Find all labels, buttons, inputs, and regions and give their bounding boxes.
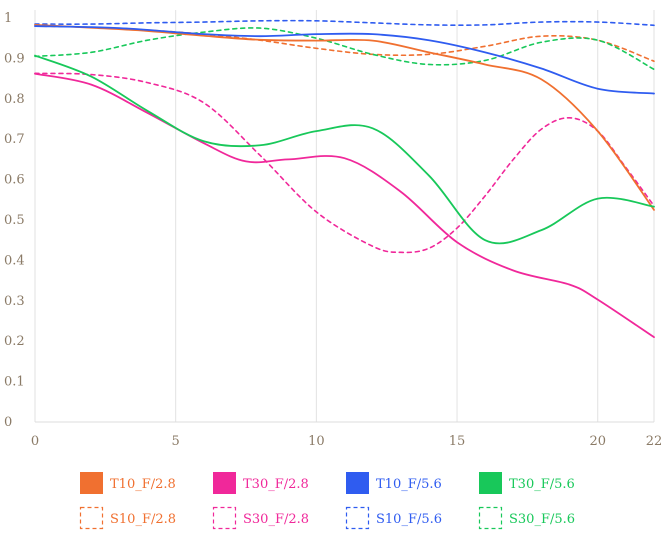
legend-label-t10-f-2-8: T10_F/2.8 — [110, 477, 176, 492]
legend-swatch-s30-f-2-8 — [212, 506, 237, 530]
y-tick-label: 0.9 — [4, 51, 25, 66]
legend-label-t10-f-5-6: T10_F/5.6 — [376, 477, 442, 492]
y-tick-label: 1 — [4, 11, 12, 26]
grid — [34, 10, 655, 422]
x-tick-label: 5 — [172, 434, 180, 449]
x-tick-label: 10 — [308, 434, 325, 449]
x-tick-label: 20 — [589, 434, 606, 449]
y-tick-label: 0.7 — [4, 132, 25, 147]
y-tick-label: 0.1 — [4, 375, 25, 390]
series-line-t30-f-5-6 — [34, 54, 655, 245]
y-tick-label: 0.3 — [4, 294, 25, 309]
y-tick-label: 0 — [4, 415, 12, 430]
y-tick-label: 0.8 — [4, 92, 25, 107]
legend-label-s30-f-2-8: S30_F/2.8 — [243, 512, 309, 527]
y-tick-label: 0.6 — [4, 173, 25, 188]
series-lines — [34, 19, 655, 339]
legend-label-s30-f-5-6: S30_F/5.6 — [509, 512, 575, 527]
x-tick-label: 15 — [449, 434, 466, 449]
series-line-s30-f-2-8 — [34, 72, 655, 254]
legend-swatch-s30-f-5-6 — [478, 506, 503, 530]
legend-swatch-t10-f-2-8 — [80, 472, 103, 494]
x-tick-label: 22 — [646, 434, 662, 449]
y-tick-label: 0.5 — [4, 213, 25, 228]
legend-label-t30-f-5-6: T30_F/5.6 — [509, 477, 575, 492]
legend-swatch-t30-f-5-6 — [479, 472, 502, 494]
legend: T10_F/2.8 T30_F/2.8 T10_F/5.6 T30_F/5.6 S10_… — [79, 472, 575, 530]
tick-labels: 00.10.20.30.40.50.60.70.80.910 5 10 15 20 22 — [4, 11, 662, 449]
legend-swatch-t10-f-5-6 — [346, 472, 369, 494]
series-line-s10-f-5-6 — [34, 19, 655, 27]
legend-swatch-s10-f-5-6 — [345, 506, 370, 530]
legend-swatch-s10-f-2-8 — [79, 506, 104, 530]
series-line-t30-f-2-8 — [34, 72, 655, 339]
y-tick-label: 0.2 — [4, 334, 25, 349]
series-line-s10-f-2-8 — [34, 25, 655, 63]
legend-label-t30-f-2-8: T30_F/2.8 — [243, 477, 309, 492]
legend-swatch-t30-f-2-8 — [213, 472, 236, 494]
series-line-t10-f-5-6 — [34, 25, 655, 95]
legend-label-s10-f-2-8: S10_F/2.8 — [110, 512, 176, 527]
legend-label-s10-f-5-6: S10_F/5.6 — [376, 512, 442, 527]
series-line-t10-f-2-8 — [34, 23, 655, 211]
y-tick-label: 0.4 — [4, 253, 25, 268]
x-tick-label: 0 — [31, 434, 39, 449]
